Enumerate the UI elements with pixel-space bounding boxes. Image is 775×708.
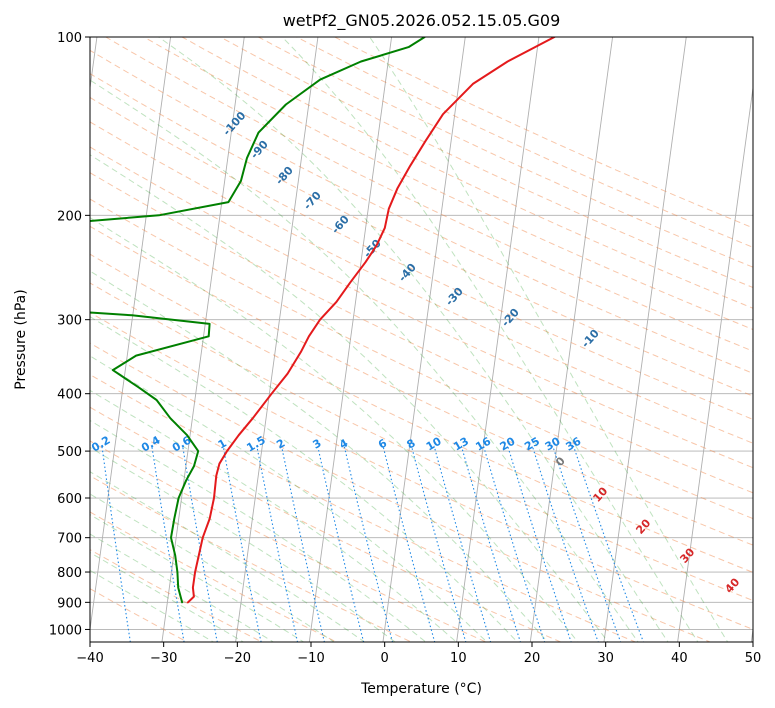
dry-adiabat-line (90, 225, 753, 546)
moist-adiabat-line (90, 389, 458, 642)
moist-adiabat-line (90, 419, 427, 642)
y-tick-label: 900 (57, 596, 82, 611)
dry-adiabat-line (333, 37, 753, 229)
isotherm-line (529, 37, 614, 642)
axes: −40 −30 −20 −10 0 10 20 30 40 50 100 200 300 400 500 60… (49, 31, 761, 666)
x-tick-label: −20 (224, 651, 251, 666)
dry-adiabat-line (90, 96, 753, 420)
moist-adiabat-line (90, 569, 215, 642)
y-axis-label: Pressure (hPa) (13, 289, 29, 389)
mixing-ratio-line (343, 445, 394, 642)
background-lines (90, 37, 753, 642)
isotherm-line (161, 37, 245, 642)
dry-adiabat-line (142, 37, 753, 331)
y-tick-label: 700 (57, 532, 82, 547)
isotherm-line (456, 37, 540, 642)
mixing-ratio-line (222, 445, 262, 642)
dry-adiabat-line (90, 440, 488, 642)
isotherm-line (235, 37, 319, 642)
y-tick-label: 800 (57, 566, 82, 581)
moist-adiabat-line (157, 37, 669, 642)
y-tick-label: 500 (57, 445, 82, 460)
moist-adiabat-line (369, 37, 729, 642)
mixing-ratio-line (572, 445, 644, 642)
mixing-ratio-line (552, 445, 622, 642)
y-tick-label: 1000 (49, 623, 82, 638)
x-tick-label: 10 (450, 651, 467, 666)
dewpoint-profile-line (90, 37, 426, 604)
x-tick-label: −10 (297, 651, 324, 666)
dry-adiabat-line (219, 37, 753, 289)
moist-adiabat-line (281, 37, 699, 642)
isotherm-line (90, 37, 172, 633)
isotherm-line (603, 37, 687, 642)
profile-lines (90, 37, 556, 604)
mixing-ratio-line (151, 445, 185, 642)
dry-adiabat-line (90, 282, 753, 602)
moist-adiabat-line (90, 493, 335, 642)
x-tick-label: 40 (671, 651, 688, 666)
y-tick-label: 300 (57, 314, 82, 329)
x-tick-label: 30 (597, 651, 614, 666)
moist-adiabat-line (90, 316, 519, 642)
moist-adiabat-line (90, 533, 275, 642)
x-tick-label: 20 (524, 651, 541, 666)
isotherm-line (677, 84, 753, 642)
y-tick-label: 600 (57, 492, 82, 507)
moist-adiabat-line (90, 217, 579, 642)
isotherm-line (308, 37, 393, 642)
moist-adiabat-line (90, 270, 549, 642)
x-axis-label: Temperature (°C) (360, 681, 482, 697)
moist-adiabat-line (90, 552, 245, 642)
mixing-ratio-line (101, 445, 131, 642)
moist-adiabat-line (90, 471, 366, 642)
dry-adiabat-line (90, 311, 753, 630)
y-tick-label: 200 (57, 209, 82, 224)
y-tick-label: 400 (57, 388, 82, 403)
mixing-ratio-line (317, 445, 365, 642)
dry-adiabat-line (104, 37, 753, 352)
isotherm-line (382, 37, 466, 642)
y-tick-label: 100 (57, 31, 82, 46)
dry-adiabat-line (90, 73, 753, 397)
plot-area (90, 37, 753, 642)
dry-adiabat-line (90, 374, 637, 642)
mixing-ratio-line (382, 445, 436, 642)
dry-adiabat-line (90, 342, 712, 642)
x-tick-label: −30 (150, 651, 177, 666)
x-tick-label: 50 (745, 651, 762, 666)
moist-adiabat-line (90, 79, 639, 642)
mixing-ratio-line (182, 445, 218, 642)
mixing-ratio-line (531, 445, 599, 642)
temperature-profile-line (187, 37, 556, 604)
x-tick-label: −40 (76, 651, 103, 666)
x-tick-label: 0 (381, 651, 389, 666)
plot-frame (89, 36, 754, 643)
moist-adiabat-line (90, 355, 488, 642)
moist-adiabat-line (90, 514, 305, 642)
dry-adiabat-line (181, 37, 753, 309)
chart-title: wetPf2_GN05.2026.052.15.05.G09 (283, 11, 561, 31)
dry-adiabat-line (90, 511, 338, 642)
dry-adiabat-line (90, 49, 753, 374)
mixing-ratio-line (507, 445, 572, 642)
dry-adiabat-line (90, 475, 413, 642)
moist-adiabat-line (90, 154, 609, 642)
dry-adiabat-line (90, 253, 753, 573)
moist-adiabat-line (90, 446, 396, 642)
